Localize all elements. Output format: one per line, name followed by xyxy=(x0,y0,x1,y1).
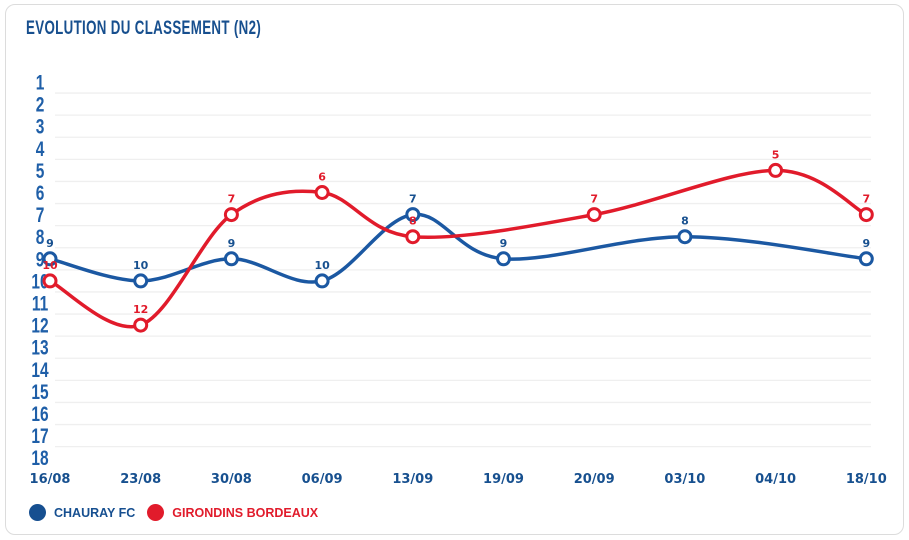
y-axis-tick-label: 16 xyxy=(31,401,48,425)
y-axis-tick-label: 6 xyxy=(36,180,45,204)
data-point-label-chauray-fc: 8 xyxy=(681,215,689,228)
data-point-label-girondins-bordeaux: 7 xyxy=(590,193,598,206)
legend-item-chauray-fc[interactable]: CHAURAY FC xyxy=(29,504,135,521)
y-axis-tick-label: 4 xyxy=(36,136,45,160)
chart-title: EVOLUTION DU CLASSEMENT (N2) xyxy=(26,18,262,39)
data-point-label-girondins-bordeaux: 12 xyxy=(133,303,148,316)
data-point-marker-girondins-bordeaux[interactable] xyxy=(314,185,330,200)
y-axis-tick-label: 2 xyxy=(36,92,45,116)
data-point-label-chauray-fc: 10 xyxy=(133,259,149,272)
x-axis-tick-label: 13/09 xyxy=(392,472,433,487)
x-axis-tick-label: 04/10 xyxy=(755,472,796,487)
data-point-label-girondins-bordeaux: 7 xyxy=(228,193,236,206)
y-axis-tick-label: 17 xyxy=(31,424,48,448)
legend-label-chauray-fc: CHAURAY FC xyxy=(54,505,136,520)
y-axis-tick-label: 15 xyxy=(31,379,48,403)
data-point-marker-chauray-fc[interactable] xyxy=(405,207,421,223)
y-axis-tick-label: 10 xyxy=(31,269,48,293)
data-point-label-chauray-fc: 9 xyxy=(862,237,870,250)
data-point-marker-girondins-bordeaux[interactable] xyxy=(223,207,239,223)
legend-dot-chauray-fc-icon xyxy=(29,504,46,521)
data-point-label-girondins-bordeaux: 10 xyxy=(42,259,58,272)
data-point-label-chauray-fc: 10 xyxy=(314,259,330,272)
data-point-marker-girondins-bordeaux[interactable] xyxy=(42,273,58,289)
x-axis-tick-label: 18/10 xyxy=(846,472,887,487)
y-axis-tick-label: 1 xyxy=(36,70,45,94)
data-point-marker-girondins-bordeaux[interactable] xyxy=(586,207,602,223)
data-point-label-girondins-bordeaux: 6 xyxy=(318,171,326,184)
data-point-marker-chauray-fc[interactable] xyxy=(314,273,330,289)
data-point-marker-chauray-fc[interactable] xyxy=(496,251,511,267)
data-point-marker-girondins-bordeaux[interactable] xyxy=(405,229,421,245)
y-axis-tick-label: 11 xyxy=(32,291,48,315)
data-point-label-chauray-fc: 9 xyxy=(500,237,508,250)
data-point-marker-girondins-bordeaux[interactable] xyxy=(133,317,149,333)
y-axis-tick-label: 8 xyxy=(36,225,45,249)
data-point-marker-girondins-bordeaux[interactable] xyxy=(858,207,874,223)
data-point-label-chauray-fc: 9 xyxy=(46,237,54,250)
data-point-label-girondins-bordeaux: 5 xyxy=(772,148,780,161)
series-line-girondins-bordeaux xyxy=(48,168,869,329)
legend-item-girondins-bordeaux[interactable]: GIRONDINS BORDEAUX xyxy=(147,504,318,521)
y-axis-tick-label: 14 xyxy=(31,357,49,381)
x-axis-tick-label: 19/09 xyxy=(483,472,524,487)
legend-dot-girondins-bordeaux-icon xyxy=(147,504,165,521)
data-point-label-chauray-fc: 9 xyxy=(228,237,236,250)
data-point-marker-chauray-fc[interactable] xyxy=(223,251,239,267)
y-axis-tick-label: 12 xyxy=(31,313,48,337)
y-axis-tick-label: 7 xyxy=(36,203,45,227)
x-axis-tick-label: 20/09 xyxy=(574,472,615,487)
x-axis-tick-label: 23/08 xyxy=(120,472,161,487)
y-axis-tick-label: 13 xyxy=(31,335,48,359)
data-point-marker-chauray-fc[interactable] xyxy=(133,273,149,289)
legend-label-girondins-bordeaux: GIRONDINS BORDEAUX xyxy=(172,505,319,520)
y-axis-tick-label: 18 xyxy=(31,446,48,470)
y-axis-tick-label: 5 xyxy=(36,158,45,182)
x-axis-tick-label: 06/09 xyxy=(302,472,343,487)
data-point-label-chauray-fc: 7 xyxy=(409,193,417,206)
y-axis-tick-label: 9 xyxy=(36,247,45,271)
data-point-marker-chauray-fc[interactable] xyxy=(42,251,58,267)
x-axis-tick-label: 03/10 xyxy=(664,472,705,487)
x-axis-tick-label: 16/08 xyxy=(30,472,71,487)
data-point-marker-girondins-bordeaux[interactable] xyxy=(768,162,784,178)
x-axis-tick-label: 30/08 xyxy=(211,472,252,487)
data-point-label-girondins-bordeaux: 7 xyxy=(862,193,870,206)
data-point-label-girondins-bordeaux: 8 xyxy=(409,215,417,228)
data-point-marker-chauray-fc[interactable] xyxy=(677,229,693,245)
chart-legend: CHAURAY FC GIRONDINS BORDEAUX xyxy=(29,504,318,521)
y-axis-tick-label: 3 xyxy=(36,114,45,138)
data-point-marker-chauray-fc[interactable] xyxy=(858,251,874,267)
